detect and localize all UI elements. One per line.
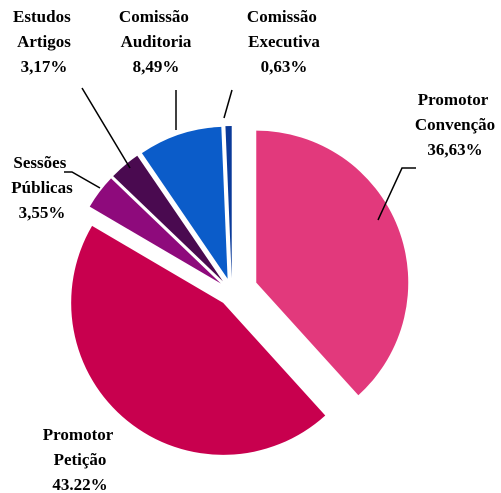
pie-slice xyxy=(71,225,326,455)
leader-line xyxy=(223,89,233,119)
leader-line xyxy=(64,171,101,189)
slice-label: Promotor Petição xyxy=(43,425,117,469)
value-label: 3,55% xyxy=(19,203,66,222)
value-label: 8,49% xyxy=(133,57,180,76)
value-label: 3,17% xyxy=(21,57,68,76)
slice-label: Comissão Executiva xyxy=(247,7,321,51)
pie-slice xyxy=(225,126,232,279)
slice-label: Promotor Convenção xyxy=(415,90,495,134)
leader-line xyxy=(377,167,416,221)
pie-slice xyxy=(141,126,228,279)
slice-label: Estudos Artigos xyxy=(13,7,75,51)
pie-slice xyxy=(89,178,221,284)
slice-label: Sessões Públicas xyxy=(11,153,73,197)
value-label: 0,63% xyxy=(261,57,308,76)
pie-slice xyxy=(113,155,223,282)
pie-slice xyxy=(256,130,409,396)
leader-line xyxy=(81,87,131,169)
slice-label: Comissão Auditoria xyxy=(119,7,193,51)
value-label: 43.22% xyxy=(52,475,107,493)
value-label: 36,63% xyxy=(427,140,482,159)
